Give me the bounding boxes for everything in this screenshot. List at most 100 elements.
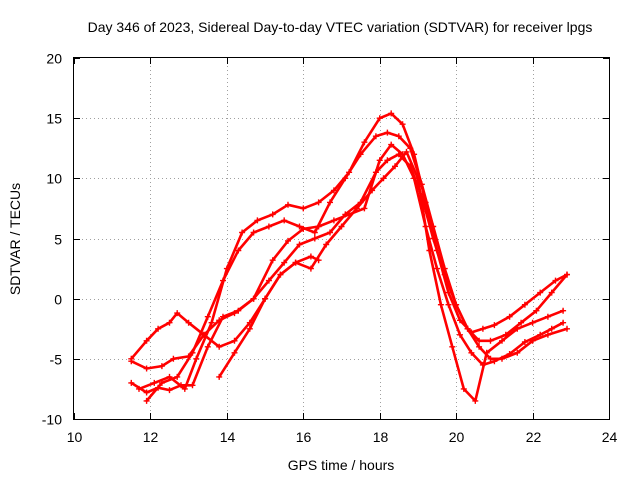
data-point-marker [128, 379, 135, 386]
data-point-marker [434, 265, 440, 272]
data-point-marker [208, 319, 215, 326]
data-point-marker [265, 223, 272, 230]
data-point-marker [487, 337, 494, 344]
data-point-marker [430, 223, 437, 230]
data-point-marker [204, 343, 211, 350]
data-point-marker [231, 349, 238, 356]
data-point-marker [342, 211, 349, 218]
data-point-marker [376, 115, 383, 122]
x-tick-label: 16 [296, 429, 312, 445]
data-point-marker [472, 397, 479, 404]
data-point-marker [499, 337, 505, 344]
y-axis-label: SDTVAR / TECUs [7, 183, 23, 295]
series-line [217, 255, 320, 379]
data-point-marker [235, 247, 242, 254]
data-point-marker [544, 331, 551, 338]
data-point-marker [158, 379, 165, 386]
x-tick-label: 22 [526, 429, 542, 445]
data-point-marker [426, 247, 433, 254]
data-point-marker [548, 289, 555, 296]
data-point-marker [143, 337, 150, 344]
x-tick-label: 12 [143, 429, 159, 445]
data-point-marker [166, 387, 173, 394]
data-point-marker [330, 187, 337, 194]
data-point-marker [441, 265, 448, 272]
data-point-marker [166, 319, 173, 326]
data-point-marker [277, 271, 284, 278]
series-track-5 [143, 129, 570, 404]
y-tick-label: -5 [50, 352, 63, 368]
data-point-marker [357, 151, 364, 158]
series-line [145, 131, 569, 403]
x-tick-label: 20 [449, 429, 465, 445]
data-point-marker [395, 133, 402, 140]
data-point-marker [265, 277, 272, 284]
data-point-marker [330, 217, 337, 224]
tick-layer: 10 12 14 16 18 20 22 24 -10 -5 0 5 10 15 20 [42, 51, 618, 446]
data-point-marker [246, 325, 253, 332]
data-point-marker [185, 319, 192, 326]
data-point-marker [445, 301, 452, 308]
data-point-marker [128, 355, 135, 362]
data-point-marker [407, 145, 414, 152]
data-point-marker [231, 337, 238, 344]
series-line [130, 150, 565, 403]
data-point-marker [437, 301, 444, 308]
data-point-marker [380, 175, 387, 182]
data-point-marker [548, 325, 555, 332]
data-point-marker [529, 319, 536, 326]
data-point-marker [307, 265, 314, 272]
data-point-marker [384, 129, 391, 136]
data-point-marker [418, 181, 425, 188]
data-point-marker [384, 157, 391, 164]
data-point-marker [361, 205, 368, 212]
data-point-marker [269, 211, 276, 218]
x-tick-label: 18 [373, 429, 389, 445]
data-point-marker [281, 259, 288, 266]
data-point-marker [537, 289, 544, 296]
data-point-marker [269, 257, 276, 264]
data-point-marker [296, 223, 303, 230]
data-point-marker [239, 229, 246, 236]
data-point-marker [216, 343, 223, 350]
data-point-marker [476, 337, 483, 344]
data-point-marker [552, 277, 559, 284]
data-point-marker [445, 289, 452, 296]
data-point-marker [529, 337, 536, 344]
data-point-marker [143, 389, 150, 396]
data-point-marker [369, 187, 376, 194]
data-point-marker [216, 373, 223, 380]
data-point-marker [170, 355, 177, 362]
y-tick-label: 0 [54, 292, 62, 308]
data-point-marker [189, 382, 196, 389]
data-point-marker [323, 241, 330, 248]
data-point-marker [189, 349, 196, 356]
data-point-marker [403, 148, 410, 155]
data-point-marker [457, 331, 463, 338]
data-point-marker [388, 141, 395, 148]
data-point-marker [262, 295, 269, 302]
series-track-4 [136, 110, 570, 392]
data-point-marker [514, 349, 521, 356]
data-point-marker [254, 217, 261, 224]
data-point-marker [158, 363, 165, 370]
data-point-marker [315, 199, 322, 206]
x-tick-label: 14 [220, 429, 236, 445]
x-tick-label: 10 [67, 429, 83, 445]
data-point-marker [174, 373, 181, 380]
data-point-marker [235, 307, 242, 314]
grid-layer [74, 58, 609, 419]
data-point-marker [204, 313, 211, 320]
data-point-marker [491, 322, 498, 329]
x-tick-label: 24 [602, 429, 618, 445]
data-point-marker [220, 313, 226, 320]
data-point-marker [376, 157, 383, 164]
data-point-marker [292, 259, 299, 266]
x-axis-label: GPS time / hours [288, 457, 395, 473]
data-point-marker [155, 325, 162, 332]
data-point-marker [285, 237, 291, 244]
data-point-marker [533, 307, 540, 314]
y-tick-label: 10 [46, 171, 62, 187]
data-point-marker [372, 133, 379, 140]
